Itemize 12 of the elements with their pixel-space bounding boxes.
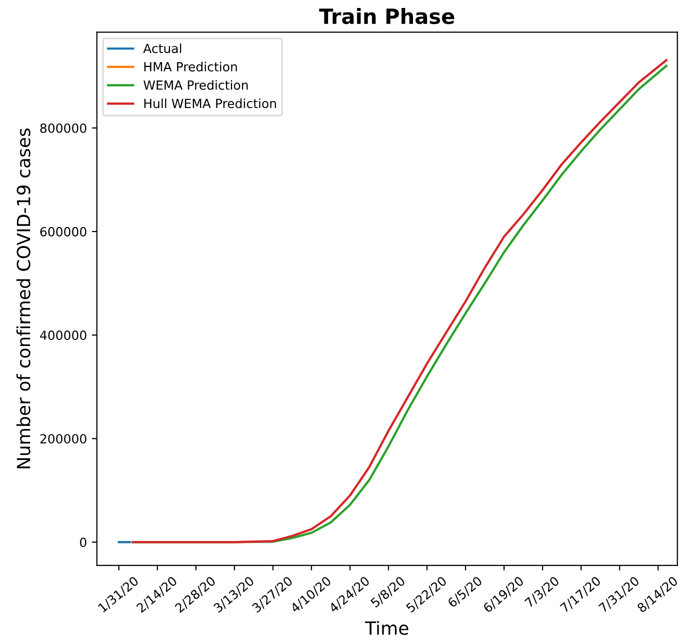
legend-label: HMA Prediction <box>144 62 237 72</box>
y-axis-title: Number of confirmed COVID-19 cases <box>16 128 30 468</box>
legend-label: Actual <box>143 43 182 54</box>
y-tick-label: 200000 <box>40 434 86 444</box>
y-tick-label: 0 <box>80 538 86 548</box>
x-axis-title: Time <box>364 620 408 635</box>
legend-label: Hull WEMA Prediction <box>144 98 276 108</box>
y-tick-label: 400000 <box>40 330 86 340</box>
legend-label: WEMA Prediction <box>144 80 248 90</box>
chart-title: Train Phase <box>319 8 454 24</box>
y-tick-label: 800000 <box>40 123 86 133</box>
y-tick-label: 600000 <box>40 226 86 236</box>
